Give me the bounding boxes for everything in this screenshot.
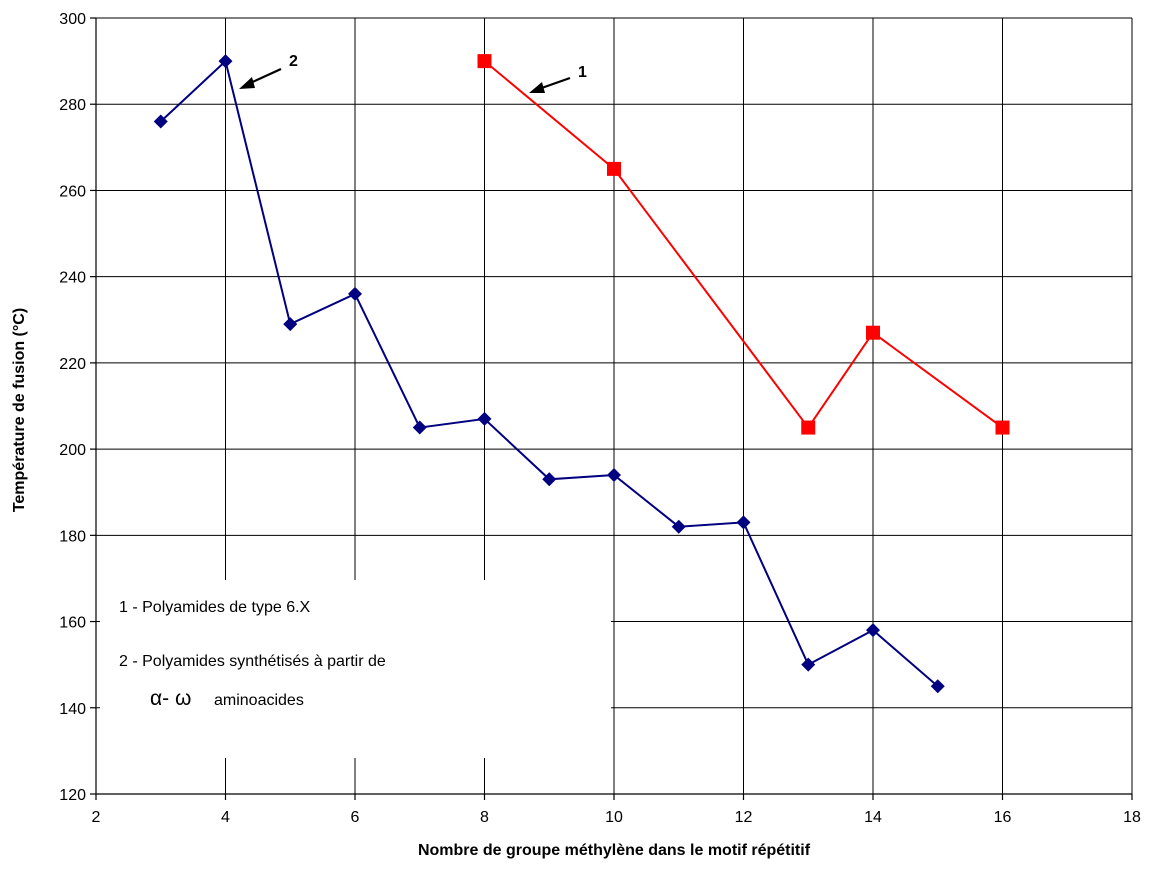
annotation-label-2: 2 [289,53,298,70]
series-1 [153,54,945,694]
series-1-point-7 [607,467,621,482]
series-1-point-8 [671,519,686,534]
series-1-point-1 [218,54,233,69]
annotation-arrow-2-head [239,77,255,89]
legend-entry-1: 1 - Polyamides de type 6.X [119,599,311,616]
series-2 [477,54,1010,435]
y-tick-label-240: 240 [59,270,86,287]
series-layer [153,54,1010,694]
x-tick-label-4: 4 [221,809,230,826]
y-tick-label-160: 160 [59,615,86,632]
x-tick-label-2: 2 [92,809,101,826]
series-1-point-6 [542,472,557,487]
series-1-point-5 [477,411,492,426]
y-axis-ticks: 120 140 160 180 200 220 240 260 280 300 [59,11,96,804]
x-tick-label-14: 14 [864,809,882,826]
x-tick-label-8: 8 [480,809,489,826]
series-2-point-1 [607,161,621,176]
y-tick-label-140: 140 [59,701,86,718]
series-2-point-0 [477,54,492,69]
x-tick-label-12: 12 [735,809,753,826]
legend: 1 - Polyamides de type 6.X 2 - Polyamide… [119,599,386,710]
y-tick-label-220: 220 [59,356,86,373]
series-1-point-10 [801,657,816,672]
x-tick-label-6: 6 [351,809,360,826]
series-1-point-12 [930,679,945,694]
y-tick-label-280: 280 [59,97,86,114]
y-tick-label-180: 180 [59,528,86,545]
series-1-point-11 [866,623,880,638]
series-2-point-3 [866,325,880,340]
legend-entry-2: 2 - Polyamides synthétisés à partir de [119,653,386,670]
legend-entry-3-greek: α- ω [150,687,191,710]
x-tick-label-10: 10 [605,809,623,826]
annotation-label-1: 1 [578,64,587,81]
series-1-point-9 [736,515,751,530]
y-tick-label-200: 200 [59,442,86,459]
series-1-point-3 [348,286,362,301]
x-axis-title: Nombre de groupe méthylène dans le motif… [418,842,811,859]
y-tick-label-300: 300 [59,11,86,28]
y-tick-label-260: 260 [59,183,86,200]
legend-entry-3-text: aminoacides [214,692,304,709]
series-1-point-0 [153,114,168,129]
y-tick-label-120: 120 [59,787,86,804]
y-axis-title: Température de fusion (°C) [11,308,28,512]
x-tick-label-18: 18 [1123,809,1141,826]
annotation-arrow-1-head [529,82,545,93]
legend-box [100,580,611,758]
x-tick-label-16: 16 [994,809,1012,826]
series-2-point-2 [801,420,816,435]
series-2-point-4 [995,420,1010,435]
x-axis-ticks: 2 4 6 8 10 12 14 16 18 [92,794,1141,826]
annotations: 2 1 [239,53,587,93]
series-1-point-2 [283,317,298,332]
series-1-point-4 [412,420,427,435]
